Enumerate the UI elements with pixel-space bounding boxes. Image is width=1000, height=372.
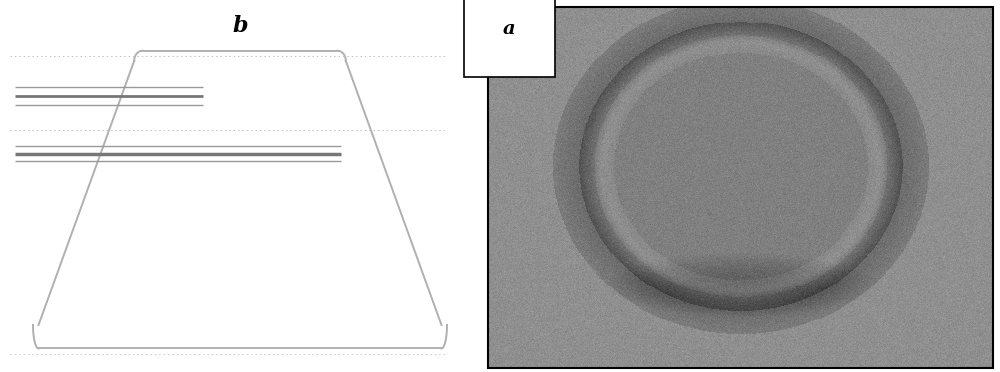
Text: b: b — [232, 15, 248, 37]
Text: a: a — [503, 20, 516, 38]
